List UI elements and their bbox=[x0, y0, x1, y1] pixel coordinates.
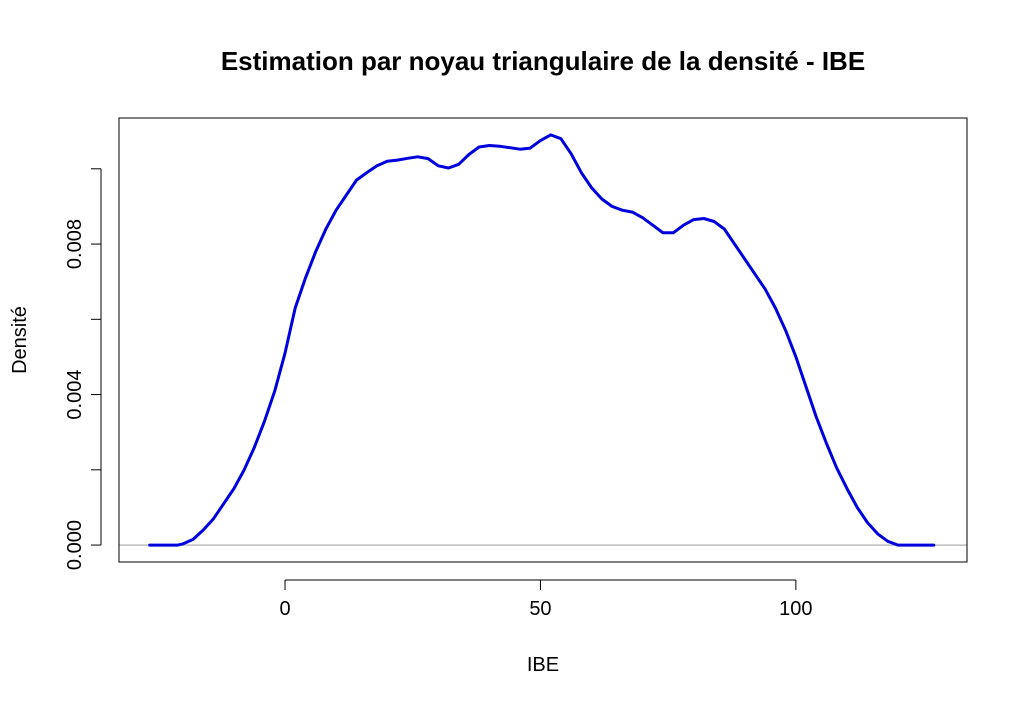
x-axis: 0 50 100 bbox=[279, 579, 813, 620]
x-axis-label: IBE bbox=[527, 654, 559, 676]
y-tick-label: 0.004 bbox=[64, 370, 86, 420]
x-tick-label: 100 bbox=[779, 598, 812, 620]
y-axis-label: Densité bbox=[9, 306, 31, 374]
plot-area bbox=[118, 117, 968, 563]
density-line bbox=[148, 133, 936, 547]
x-tick-label: 0 bbox=[279, 598, 290, 620]
y-tick-label: 0.000 bbox=[64, 520, 86, 570]
plot-frame bbox=[118, 117, 968, 563]
y-tick-label: 0.008 bbox=[64, 219, 86, 269]
x-tick-label: 50 bbox=[529, 598, 551, 620]
chart-title: Estimation par noyau triangulaire de la … bbox=[221, 46, 865, 76]
y-axis: 0.000 0.004 0.008 bbox=[64, 168, 102, 570]
